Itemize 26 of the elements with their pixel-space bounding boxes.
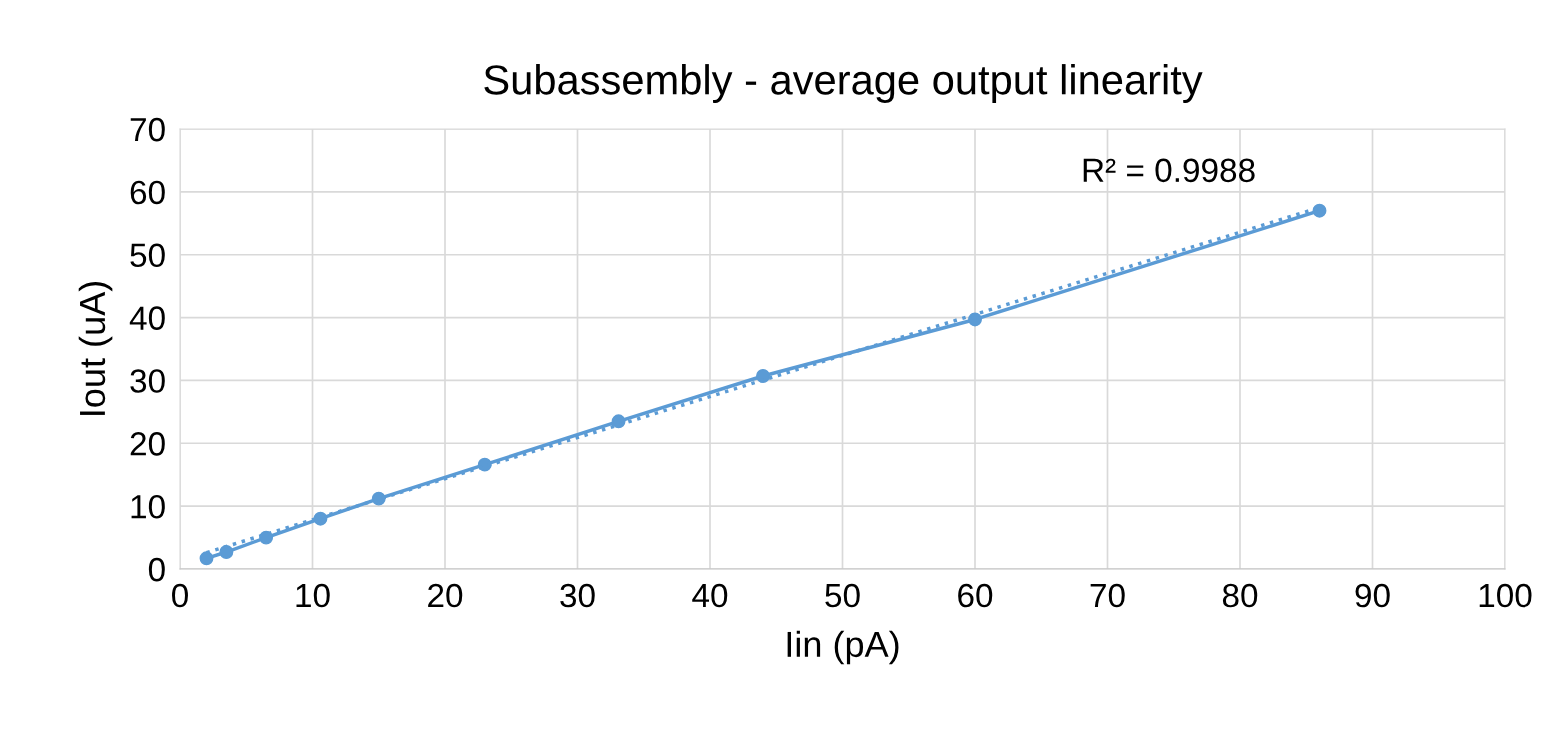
annotation: R² = 0.9988 xyxy=(1083,158,1255,183)
y-tick-label: 70 xyxy=(130,117,165,142)
x-tick-label: 90 xyxy=(1355,583,1390,608)
chart-title: Subassembly - average output linearity xyxy=(484,64,1203,103)
point xyxy=(199,551,214,566)
y-tick-label: 10 xyxy=(131,494,165,519)
y-tick-label: 20 xyxy=(130,432,165,456)
y-tick-label: 30 xyxy=(130,369,165,393)
y-tick-label: 0 xyxy=(148,557,165,582)
x-axis-title: Iin (pA) xyxy=(787,630,899,665)
x-tick-label: 60 xyxy=(958,583,993,608)
y-tick-label: 50 xyxy=(130,243,165,268)
x-tick-label: 100 xyxy=(1479,583,1532,608)
x-tick-label: 50 xyxy=(825,583,860,608)
x-tick-label: 70 xyxy=(1090,583,1125,608)
point xyxy=(968,312,982,327)
x-tick-label: 40 xyxy=(692,583,728,608)
x-tick-label: 0 xyxy=(172,583,188,608)
y-tick-label: 40 xyxy=(129,306,165,330)
x-tick-label: 10 xyxy=(296,583,330,608)
x-tick-label: 20 xyxy=(428,583,463,608)
x-tick-label: 80 xyxy=(1222,583,1258,608)
y-tick-label: 60 xyxy=(130,180,165,205)
point xyxy=(219,545,234,559)
y-axis-title: Iout (uA) xyxy=(78,281,113,415)
x-tick-label: 30 xyxy=(560,583,595,608)
